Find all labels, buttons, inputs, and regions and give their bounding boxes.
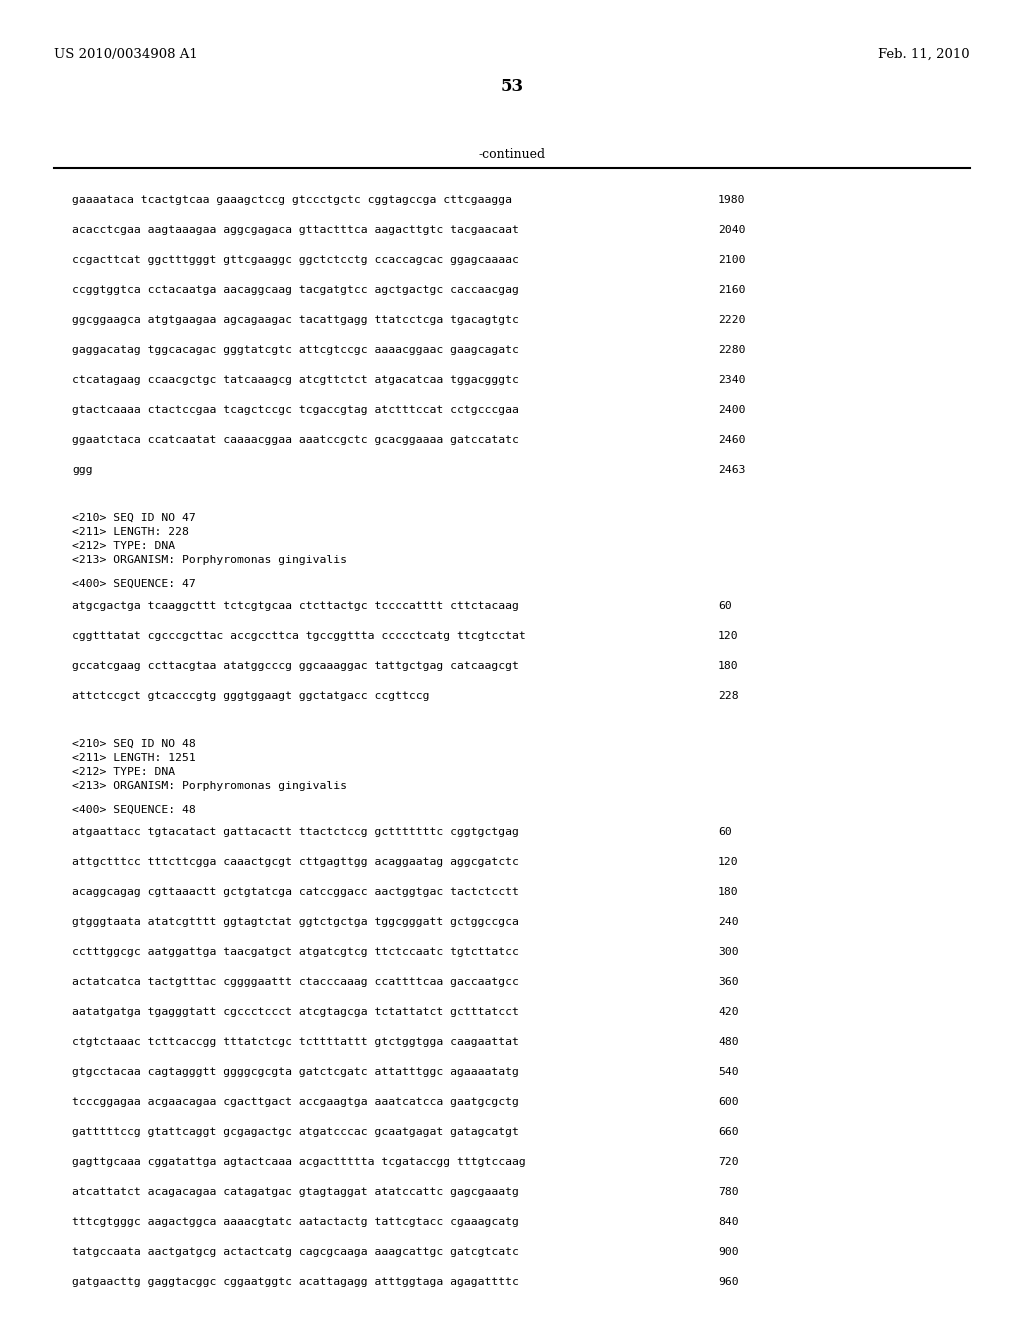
Text: gagttgcaaa cggatattga agtactcaaa acgacttttta tcgataccgg tttgtccaag: gagttgcaaa cggatattga agtactcaaa acgactt… bbox=[72, 1158, 525, 1167]
Text: 60: 60 bbox=[718, 601, 732, 611]
Text: tttcgtgggc aagactggca aaaacgtatc aatactactg tattcgtacc cgaaagcatg: tttcgtgggc aagactggca aaaacgtatc aatacta… bbox=[72, 1217, 519, 1228]
Text: ggaatctaca ccatcaatat caaaacggaa aaatccgctc gcacggaaaa gatccatatc: ggaatctaca ccatcaatat caaaacggaa aaatccg… bbox=[72, 436, 519, 445]
Text: 120: 120 bbox=[718, 631, 738, 642]
Text: tcccggagaa acgaacagaa cgacttgact accgaagtga aaatcatcca gaatgcgctg: tcccggagaa acgaacagaa cgacttgact accgaag… bbox=[72, 1097, 519, 1107]
Text: 1980: 1980 bbox=[718, 195, 745, 205]
Text: actatcatca tactgtttac cggggaattt ctacccaaag ccattttcaa gaccaatgcc: actatcatca tactgtttac cggggaattt ctaccca… bbox=[72, 977, 519, 987]
Text: aatatgatga tgagggtatt cgccctccct atcgtagcga tctattatct gctttatcct: aatatgatga tgagggtatt cgccctccct atcgtag… bbox=[72, 1007, 519, 1016]
Text: <212> TYPE: DNA: <212> TYPE: DNA bbox=[72, 541, 175, 550]
Text: 660: 660 bbox=[718, 1127, 738, 1137]
Text: US 2010/0034908 A1: US 2010/0034908 A1 bbox=[54, 48, 198, 61]
Text: 53: 53 bbox=[501, 78, 523, 95]
Text: acaggcagag cgttaaactt gctgtatcga catccggacc aactggtgac tactctcctt: acaggcagag cgttaaactt gctgtatcga catccgg… bbox=[72, 887, 519, 898]
Text: 300: 300 bbox=[718, 946, 738, 957]
Text: 2400: 2400 bbox=[718, 405, 745, 414]
Text: 2280: 2280 bbox=[718, 345, 745, 355]
Text: atgaattacc tgtacatact gattacactt ttactctccg gctttttttc cggtgctgag: atgaattacc tgtacatact gattacactt ttactct… bbox=[72, 828, 519, 837]
Text: 780: 780 bbox=[718, 1187, 738, 1197]
Text: 360: 360 bbox=[718, 977, 738, 987]
Text: ctcatagaag ccaacgctgc tatcaaagcg atcgttctct atgacatcaa tggacgggtc: ctcatagaag ccaacgctgc tatcaaagcg atcgttc… bbox=[72, 375, 519, 385]
Text: <400> SEQUENCE: 47: <400> SEQUENCE: 47 bbox=[72, 579, 196, 589]
Text: 2463: 2463 bbox=[718, 465, 745, 475]
Text: ggcggaagca atgtgaagaa agcagaagac tacattgagg ttatcctcga tgacagtgtc: ggcggaagca atgtgaagaa agcagaagac tacattg… bbox=[72, 315, 519, 325]
Text: 2040: 2040 bbox=[718, 224, 745, 235]
Text: ctgtctaaac tcttcaccgg tttatctcgc tcttttattt gtctggtgga caagaattat: ctgtctaaac tcttcaccgg tttatctcgc tctttta… bbox=[72, 1038, 519, 1047]
Text: 60: 60 bbox=[718, 828, 732, 837]
Text: 2160: 2160 bbox=[718, 285, 745, 294]
Text: atcattatct acagacagaa catagatgac gtagtaggat atatccattc gagcgaaatg: atcattatct acagacagaa catagatgac gtagtag… bbox=[72, 1187, 519, 1197]
Text: ccggtggtca cctacaatga aacaggcaag tacgatgtcc agctgactgc caccaacgag: ccggtggtca cctacaatga aacaggcaag tacgatg… bbox=[72, 285, 519, 294]
Text: acacctcgaa aagtaaagaa aggcgagaca gttactttca aagacttgtc tacgaacaat: acacctcgaa aagtaaagaa aggcgagaca gttactt… bbox=[72, 224, 519, 235]
Text: <211> LENGTH: 1251: <211> LENGTH: 1251 bbox=[72, 752, 196, 763]
Text: gatttttccg gtattcaggt gcgagactgc atgatcccac gcaatgagat gatagcatgt: gatttttccg gtattcaggt gcgagactgc atgatcc… bbox=[72, 1127, 519, 1137]
Text: 2220: 2220 bbox=[718, 315, 745, 325]
Text: <210> SEQ ID NO 48: <210> SEQ ID NO 48 bbox=[72, 739, 196, 748]
Text: gatgaacttg gaggtacggc cggaatggtc acattagagg atttggtaga agagattttc: gatgaacttg gaggtacggc cggaatggtc acattag… bbox=[72, 1276, 519, 1287]
Text: Feb. 11, 2010: Feb. 11, 2010 bbox=[879, 48, 970, 61]
Text: 420: 420 bbox=[718, 1007, 738, 1016]
Text: cggtttatat cgcccgcttac accgccttca tgccggttta ccccctcatg ttcgtcctat: cggtttatat cgcccgcttac accgccttca tgccgg… bbox=[72, 631, 525, 642]
Text: 900: 900 bbox=[718, 1247, 738, 1257]
Text: -continued: -continued bbox=[478, 148, 546, 161]
Text: gtgggtaata atatcgtttt ggtagtctat ggtctgctga tggcgggatt gctggccgca: gtgggtaata atatcgtttt ggtagtctat ggtctgc… bbox=[72, 917, 519, 927]
Text: gccatcgaag ccttacgtaa atatggcccg ggcaaaggac tattgctgag catcaagcgt: gccatcgaag ccttacgtaa atatggcccg ggcaaag… bbox=[72, 661, 519, 671]
Text: attctccgct gtcacccgtg gggtggaagt ggctatgacc ccgttccg: attctccgct gtcacccgtg gggtggaagt ggctatg… bbox=[72, 690, 429, 701]
Text: 240: 240 bbox=[718, 917, 738, 927]
Text: cctttggcgc aatggattga taacgatgct atgatcgtcg ttctccaatc tgtcttatcc: cctttggcgc aatggattga taacgatgct atgatcg… bbox=[72, 946, 519, 957]
Text: 540: 540 bbox=[718, 1067, 738, 1077]
Text: atgcgactga tcaaggcttt tctcgtgcaa ctcttactgc tccccatttt cttctacaag: atgcgactga tcaaggcttt tctcgtgcaa ctcttac… bbox=[72, 601, 519, 611]
Text: <400> SEQUENCE: 48: <400> SEQUENCE: 48 bbox=[72, 805, 196, 814]
Text: <212> TYPE: DNA: <212> TYPE: DNA bbox=[72, 767, 175, 777]
Text: 960: 960 bbox=[718, 1276, 738, 1287]
Text: <213> ORGANISM: Porphyromonas gingivalis: <213> ORGANISM: Porphyromonas gingivalis bbox=[72, 554, 347, 565]
Text: tatgccaata aactgatgcg actactcatg cagcgcaaga aaagcattgc gatcgtcatc: tatgccaata aactgatgcg actactcatg cagcgca… bbox=[72, 1247, 519, 1257]
Text: 720: 720 bbox=[718, 1158, 738, 1167]
Text: 600: 600 bbox=[718, 1097, 738, 1107]
Text: gtactcaaaa ctactccgaa tcagctccgc tcgaccgtag atctttccat cctgcccgaa: gtactcaaaa ctactccgaa tcagctccgc tcgaccg… bbox=[72, 405, 519, 414]
Text: ggg: ggg bbox=[72, 465, 92, 475]
Text: gaaaataca tcactgtcaa gaaagctccg gtccctgctc cggtagccga cttcgaagga: gaaaataca tcactgtcaa gaaagctccg gtccctgc… bbox=[72, 195, 512, 205]
Text: 180: 180 bbox=[718, 661, 738, 671]
Text: attgctttcc tttcttcgga caaactgcgt cttgagttgg acaggaatag aggcgatctc: attgctttcc tttcttcgga caaactgcgt cttgagt… bbox=[72, 857, 519, 867]
Text: ccgacttcat ggctttgggt gttcgaaggc ggctctcctg ccaccagcac ggagcaaaac: ccgacttcat ggctttgggt gttcgaaggc ggctctc… bbox=[72, 255, 519, 265]
Text: 120: 120 bbox=[718, 857, 738, 867]
Text: 2460: 2460 bbox=[718, 436, 745, 445]
Text: 180: 180 bbox=[718, 887, 738, 898]
Text: <211> LENGTH: 228: <211> LENGTH: 228 bbox=[72, 527, 188, 537]
Text: 2100: 2100 bbox=[718, 255, 745, 265]
Text: 480: 480 bbox=[718, 1038, 738, 1047]
Text: 228: 228 bbox=[718, 690, 738, 701]
Text: gtgcctacaa cagtagggtt ggggcgcgta gatctcgatc attatttggc agaaaatatg: gtgcctacaa cagtagggtt ggggcgcgta gatctcg… bbox=[72, 1067, 519, 1077]
Text: gaggacatag tggcacagac gggtatcgtc attcgtccgc aaaacggaac gaagcagatc: gaggacatag tggcacagac gggtatcgtc attcgtc… bbox=[72, 345, 519, 355]
Text: <213> ORGANISM: Porphyromonas gingivalis: <213> ORGANISM: Porphyromonas gingivalis bbox=[72, 781, 347, 791]
Text: 2340: 2340 bbox=[718, 375, 745, 385]
Text: 840: 840 bbox=[718, 1217, 738, 1228]
Text: <210> SEQ ID NO 47: <210> SEQ ID NO 47 bbox=[72, 513, 196, 523]
